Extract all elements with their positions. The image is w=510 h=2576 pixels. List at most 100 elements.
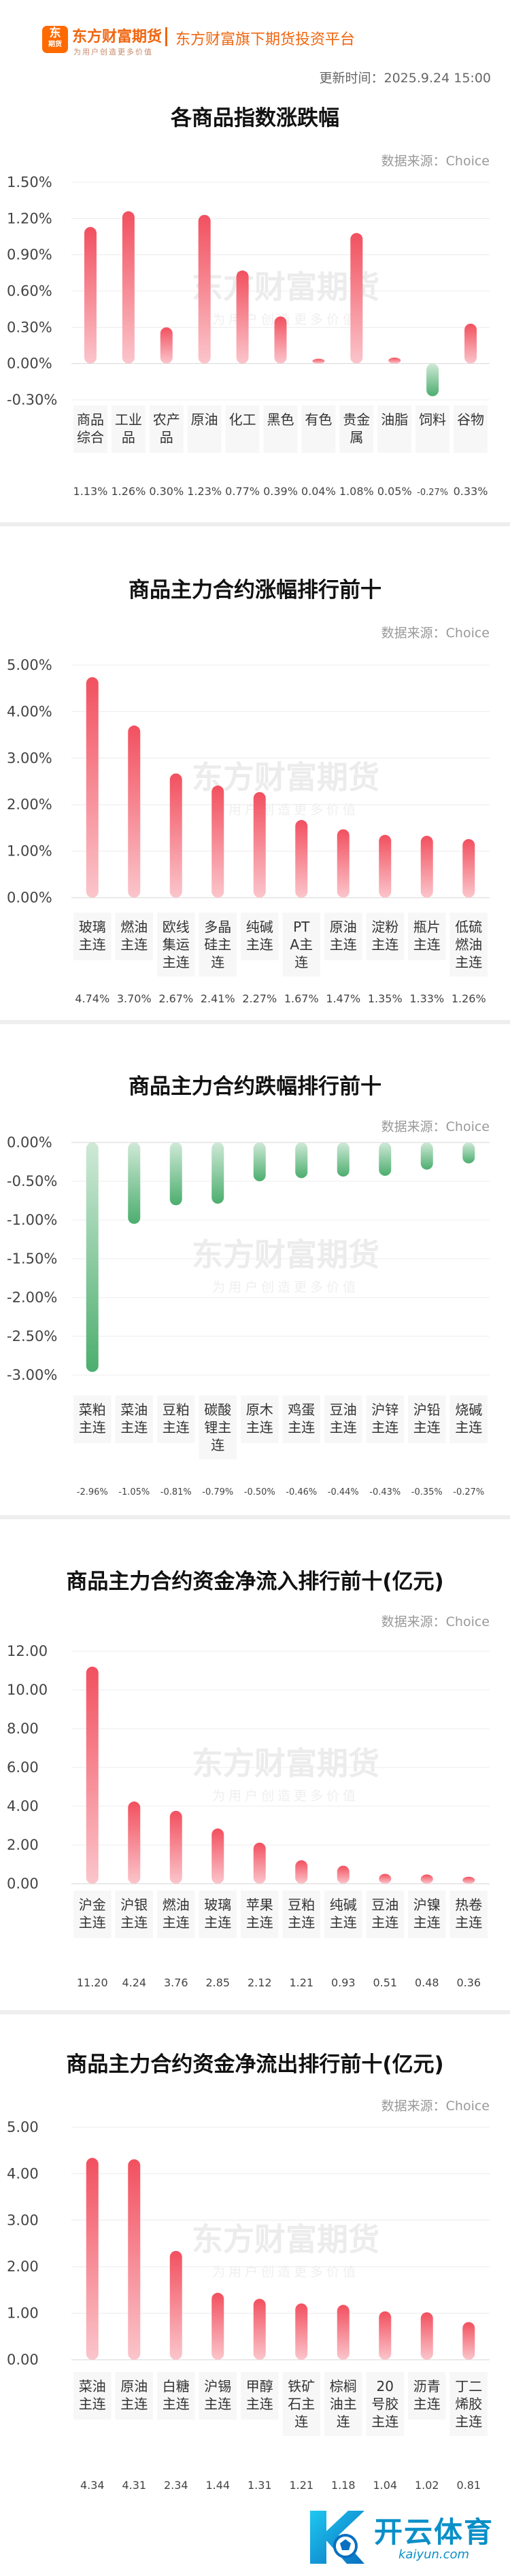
watermark-subtext: 为用户创造更多价值	[212, 802, 359, 817]
category-label: PT	[293, 919, 310, 935]
category-cell	[301, 405, 336, 453]
brand-divider	[165, 27, 167, 46]
bar	[128, 2159, 141, 2360]
value-label: 1.21	[289, 1976, 313, 1989]
category-label: 主连	[413, 1419, 441, 1436]
data-source-label: 数据来源：Choice	[381, 2099, 490, 2114]
bar	[274, 316, 287, 364]
y-tick-label: 0.00%	[7, 889, 52, 906]
category-cell	[241, 913, 279, 960]
category-label: 燃油	[455, 936, 482, 953]
y-tick-label: 1.20%	[7, 210, 52, 226]
category-cell	[366, 1891, 404, 1938]
category-cell	[115, 1891, 153, 1938]
bar	[337, 1865, 350, 1884]
category-label: 主连	[79, 936, 106, 953]
category-label: 玻璃	[204, 1897, 231, 1913]
bar	[160, 327, 173, 364]
chart-index-change: 东方财富期货为用户创造更多价值1.50%1.20%0.90%0.60%0.30%…	[7, 174, 490, 498]
category-label: 连	[337, 2413, 350, 2430]
bar	[295, 1860, 308, 1884]
category-label: 油脂	[381, 411, 408, 428]
category-label: 欧线	[163, 919, 190, 935]
category-label: 硅主	[204, 936, 231, 953]
value-label: -0.46%	[286, 1487, 317, 1497]
category-label: 热卷	[455, 1897, 482, 1913]
category-label: 锂主	[204, 1419, 231, 1436]
category-label: 白糖	[163, 2378, 190, 2394]
category-label: 主连	[288, 1419, 315, 1436]
category-cell	[324, 2372, 362, 2436]
kaiyun-url: kaiyun.com	[398, 2547, 470, 2562]
value-label: 1.04	[373, 2479, 397, 2492]
bar	[379, 1142, 392, 1176]
category-label: 集运	[163, 936, 190, 953]
value-label: 4.34	[80, 2479, 105, 2492]
category-label: 原木	[246, 1402, 273, 1418]
category-cell	[339, 405, 374, 453]
bar	[169, 1142, 182, 1206]
category-cell	[366, 913, 404, 960]
category-label: 谷物	[457, 411, 484, 428]
logo-glyph: 东	[49, 27, 61, 40]
category-label: 豆油	[330, 1402, 357, 1418]
category-label: 沪银	[120, 1897, 148, 1913]
value-label: 2.41%	[201, 992, 235, 1005]
category-cell	[157, 1395, 195, 1443]
bar	[253, 2299, 266, 2360]
value-label: -0.81%	[160, 1487, 192, 1497]
bar	[211, 2292, 224, 2360]
category-label: 纯碱	[246, 919, 273, 935]
category-label: 沥青	[413, 2378, 441, 2394]
category-label: 主连	[120, 1914, 148, 1931]
section-divider	[0, 1020, 510, 1024]
category-label: 连	[211, 1437, 224, 1453]
category-cell	[199, 1395, 237, 1459]
y-tick-label: 5.00	[7, 2119, 39, 2135]
value-label: 0.48	[415, 1976, 439, 1989]
chart-title-index-change: 各商品指数涨跌幅	[171, 106, 339, 131]
category-label: 20	[377, 2378, 394, 2394]
section-divider	[0, 1515, 510, 1519]
brand-platform: 东方财富旗下期货投资平台	[175, 31, 356, 48]
y-tick-label: 3.00%	[7, 750, 52, 766]
bar	[420, 1142, 433, 1170]
value-label: 1.21	[289, 2479, 313, 2492]
bar	[86, 1666, 99, 1884]
bar	[350, 233, 363, 364]
category-label: 碳酸	[204, 1402, 231, 1418]
bar	[420, 1874, 433, 1884]
watermark-text: 东方财富期货	[192, 269, 379, 305]
y-tick-label: -0.30%	[7, 392, 57, 408]
watermark-subtext: 为用户创造更多价值	[212, 1280, 359, 1295]
category-label: 原油	[120, 2378, 148, 2394]
value-label: 1.33%	[409, 992, 444, 1005]
category-label: 玻璃	[79, 919, 106, 935]
category-cell	[408, 1395, 446, 1443]
category-cell	[73, 1891, 112, 1938]
category-label: 主连	[79, 1914, 106, 1931]
category-cell	[408, 913, 446, 960]
value-label: -0.43%	[369, 1487, 401, 1497]
category-cell	[415, 405, 450, 453]
category-cell	[111, 405, 146, 453]
brand-name: 东方财富期货	[72, 28, 163, 46]
bar	[169, 773, 182, 898]
bar	[420, 836, 433, 898]
category-cell	[449, 1395, 488, 1443]
category-label: 主连	[413, 1914, 441, 1931]
category-cell	[187, 405, 222, 453]
category-cell	[454, 405, 488, 453]
value-label: 0.33%	[454, 485, 488, 498]
data-source-label: 数据来源：Choice	[381, 626, 490, 641]
category-label: 沪金	[79, 1897, 106, 1913]
category-label: 苹果	[246, 1897, 273, 1913]
y-tick-label: 2.00	[7, 2258, 39, 2275]
bar	[462, 2322, 475, 2360]
category-cell	[199, 2372, 237, 2420]
value-label: 0.77%	[225, 485, 260, 498]
category-label: 瓶片	[413, 919, 441, 935]
bar	[464, 324, 477, 364]
value-label: 11.20	[77, 1976, 108, 1989]
category-label: 原油	[330, 919, 357, 935]
